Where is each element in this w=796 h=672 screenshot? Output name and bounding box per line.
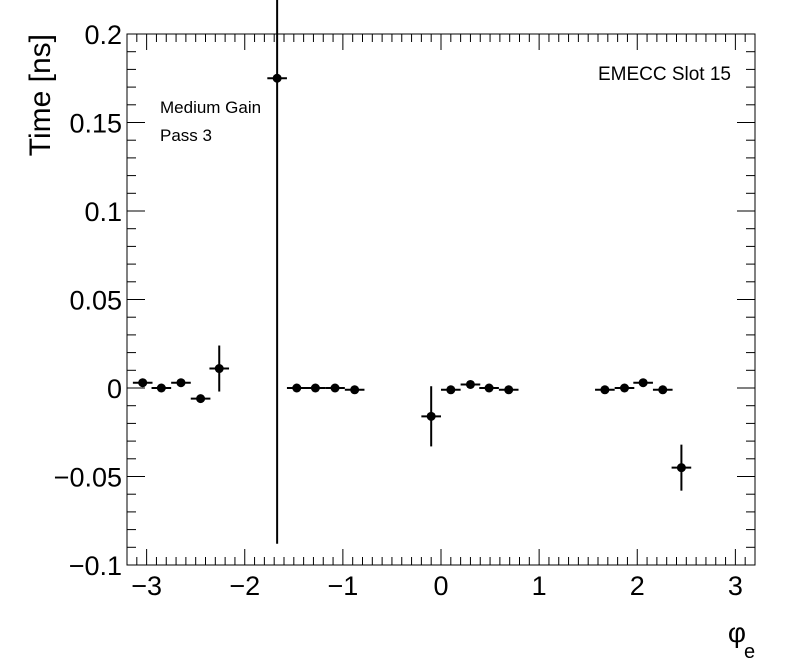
point-marker [330, 383, 340, 393]
point-marker [350, 385, 360, 395]
data-point [479, 383, 499, 393]
point-marker [465, 379, 475, 389]
data-markers [132, 0, 692, 544]
point-marker [504, 385, 514, 395]
data-point [325, 383, 345, 393]
point-marker [138, 378, 148, 388]
data-point [286, 383, 307, 393]
data-point [344, 385, 365, 395]
x-axis-label-subscript: e [744, 641, 755, 663]
point-marker [272, 73, 282, 83]
point-marker [310, 383, 320, 393]
point-marker [156, 383, 166, 393]
gain-annotation: Medium Gain [160, 98, 261, 117]
data-point [614, 383, 635, 393]
y-tick-label: 0.15 [69, 109, 122, 139]
point-marker [446, 385, 456, 395]
point-marker [619, 383, 629, 393]
point-marker [426, 411, 436, 421]
x-tick-label: 0 [433, 571, 448, 601]
y-tick-label: 0.1 [84, 197, 122, 227]
data-point [633, 378, 653, 388]
x-tick-label: −3 [131, 571, 162, 601]
x-tick-label: −1 [327, 571, 358, 601]
data-point [441, 385, 461, 395]
y-tick-label: 0 [107, 374, 122, 404]
point-marker [600, 385, 610, 395]
y-tick-label: 0.2 [84, 20, 122, 50]
y-tick-label: −0.05 [54, 463, 122, 493]
tick-labels: −3 −2 −1 0 1 2 3 −0.1 −0.05 0 0.05 0.1 0.15 0.2 [54, 20, 743, 601]
data-point [305, 383, 326, 393]
data-point [595, 385, 615, 395]
data-point [460, 379, 481, 389]
data-point [132, 378, 153, 388]
x-tick-label: 3 [728, 571, 743, 601]
data-point [267, 0, 287, 544]
data-point [209, 345, 230, 392]
point-marker [484, 383, 494, 393]
point-marker [196, 394, 206, 404]
data-point [151, 383, 172, 393]
point-marker [658, 385, 668, 395]
point-marker [214, 364, 224, 374]
x-tick-label: 2 [630, 571, 645, 601]
point-marker [676, 463, 686, 473]
y-tick-label: −0.1 [69, 551, 122, 581]
axis-ticks [126, 33, 756, 566]
y-tick-label: 0.05 [69, 286, 122, 316]
slot-annotation: EMECC Slot 15 [598, 64, 731, 85]
data-point [190, 394, 211, 404]
y-axis-label: Time [ns] [24, 34, 57, 156]
data-point [498, 385, 519, 395]
x-tick-label: 1 [532, 571, 547, 601]
point-marker [638, 378, 648, 388]
data-point [671, 444, 692, 491]
pass-annotation: Pass 3 [160, 126, 212, 145]
point-marker [292, 383, 302, 393]
data-point [171, 378, 191, 388]
data-point [652, 385, 673, 395]
data-point [421, 386, 441, 447]
point-marker [176, 378, 186, 388]
x-axis-label: φ [728, 617, 746, 648]
x-tick-label: −2 [229, 571, 260, 601]
